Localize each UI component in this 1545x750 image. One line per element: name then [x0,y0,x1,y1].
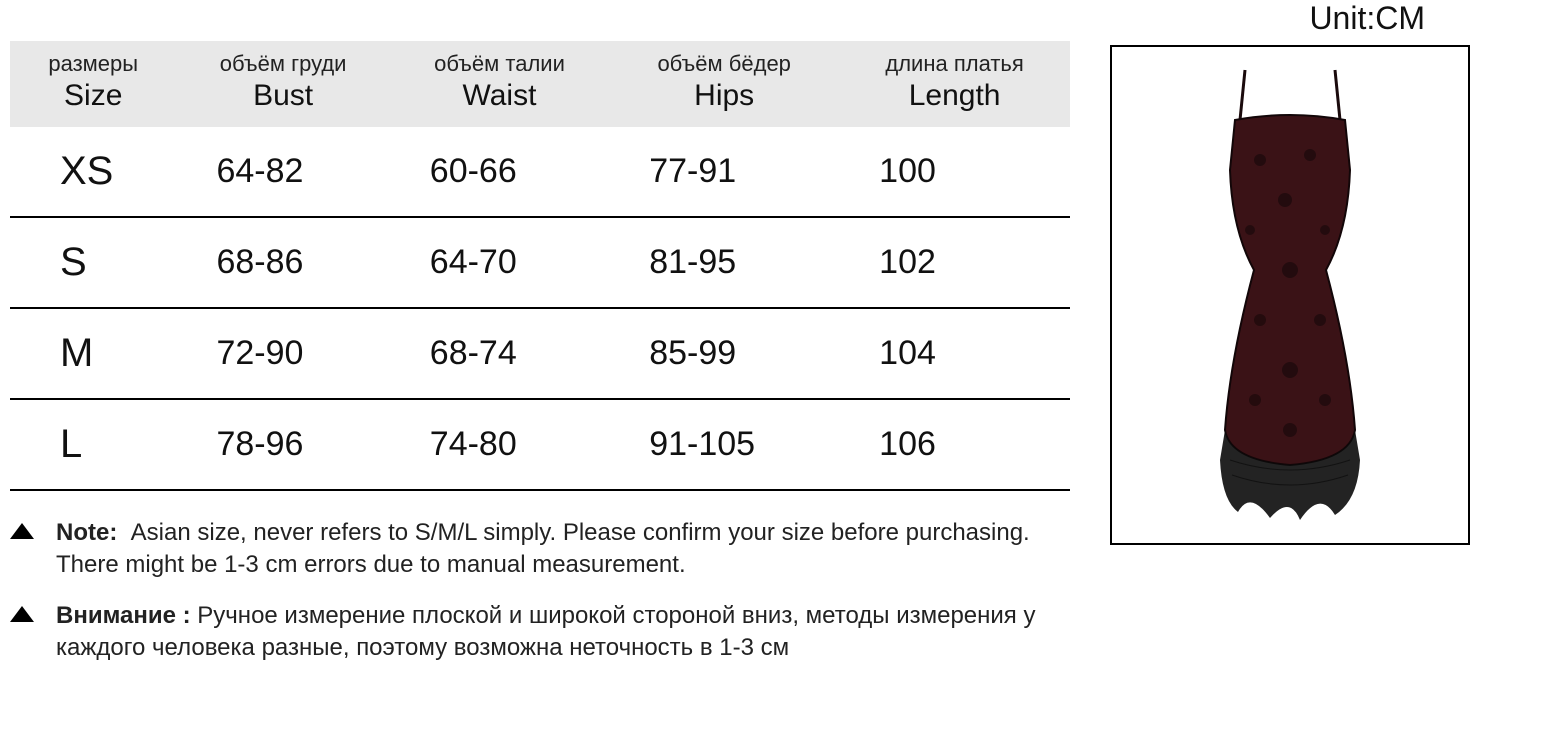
table-row: S 68-86 64-70 81-95 102 [10,217,1070,308]
cell-size: XS [10,127,176,217]
cell-length: 106 [839,399,1070,490]
triangle-up-icon [10,606,38,622]
col-header-waist: объём талии Waist [390,41,609,127]
note-en-label: Note: [56,519,117,546]
cell-bust: 72-90 [176,308,389,399]
col-header-size: размеры Size [10,41,176,127]
left-column: размеры Size объём груди Bust объём тали… [10,41,1070,683]
cell-size: M [10,308,176,399]
note-en: Note: Asian size, never refers to S/M/L … [10,517,1070,582]
col-header-length: длина платья Length [839,41,1070,127]
col-header-length-en: Length [847,79,1062,113]
col-header-waist-en: Waist [398,79,601,113]
cell-length: 100 [839,127,1070,217]
note-ru-text: Внимание : Ручное измерение плоской и ши… [56,600,1070,665]
product-image-box [1110,45,1470,545]
cell-hips: 77-91 [609,127,839,217]
cell-waist: 60-66 [390,127,609,217]
right-column [1070,41,1535,683]
col-header-hips-en: Hips [617,79,831,113]
unit-label: Unit:CM [0,0,1545,37]
cell-bust: 78-96 [176,399,389,490]
table-row: L 78-96 74-80 91-105 106 [10,399,1070,490]
note-en-text: Note: Asian size, never refers to S/M/L … [56,517,1070,582]
cell-hips: 81-95 [609,217,839,308]
cell-hips: 91-105 [609,399,839,490]
cell-waist: 74-80 [390,399,609,490]
col-header-length-ru: длина платья [847,51,1062,77]
cell-bust: 64-82 [176,127,389,217]
col-header-hips-ru: объём бёдер [617,51,831,77]
cell-size: L [10,399,176,490]
col-header-bust-en: Bust [184,79,381,113]
col-header-size-en: Size [18,79,168,113]
note-ru: Внимание : Ручное измерение плоской и ши… [10,600,1070,665]
size-table-body: XS 64-82 60-66 77-91 100 S 68-86 64-70 8… [10,127,1070,490]
dress-illustration [1150,60,1430,530]
col-header-size-ru: размеры [18,51,168,77]
layout-container: размеры Size объём груди Bust объём тали… [0,41,1545,693]
table-row: M 72-90 68-74 85-99 104 [10,308,1070,399]
cell-bust: 68-86 [176,217,389,308]
note-en-body: Asian size, never refers to S/M/L simply… [56,519,1030,578]
col-header-waist-ru: объём талии [398,51,601,77]
cell-size: S [10,217,176,308]
size-table-head: размеры Size объём груди Bust объём тали… [10,41,1070,127]
cell-hips: 85-99 [609,308,839,399]
triangle-up-icon [10,523,38,539]
size-table: размеры Size объём груди Bust объём тали… [10,41,1070,491]
cell-waist: 64-70 [390,217,609,308]
note-ru-label: Внимание : [56,602,191,629]
table-row: XS 64-82 60-66 77-91 100 [10,127,1070,217]
col-header-hips: объём бёдер Hips [609,41,839,127]
note-ru-body: Ручное измерение плоской и широкой сторо… [56,602,1035,661]
col-header-bust: объём груди Bust [176,41,389,127]
cell-length: 102 [839,217,1070,308]
col-header-bust-ru: объём груди [184,51,381,77]
size-table-header-row: размеры Size объём груди Bust объём тали… [10,41,1070,127]
cell-length: 104 [839,308,1070,399]
notes-section: Note: Asian size, never refers to S/M/L … [10,517,1070,665]
cell-waist: 68-74 [390,308,609,399]
